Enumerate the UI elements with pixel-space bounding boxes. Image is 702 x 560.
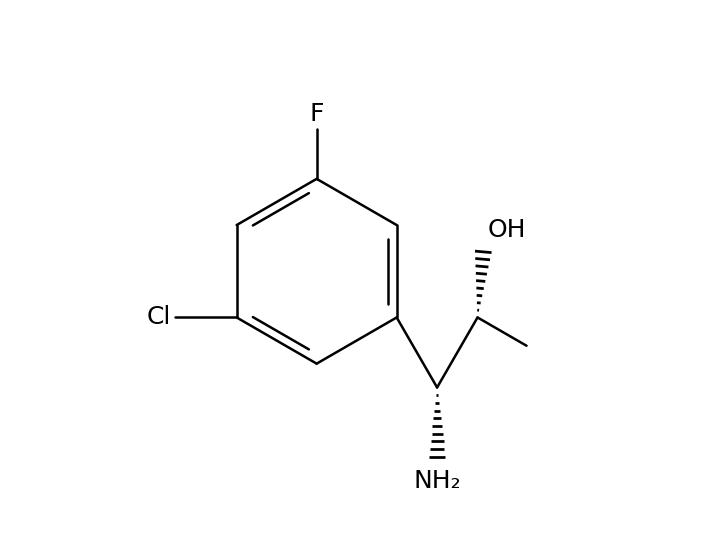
- Text: F: F: [310, 102, 324, 126]
- Text: NH₂: NH₂: [413, 469, 461, 493]
- Text: Cl: Cl: [147, 305, 171, 329]
- Text: OH: OH: [488, 218, 526, 242]
